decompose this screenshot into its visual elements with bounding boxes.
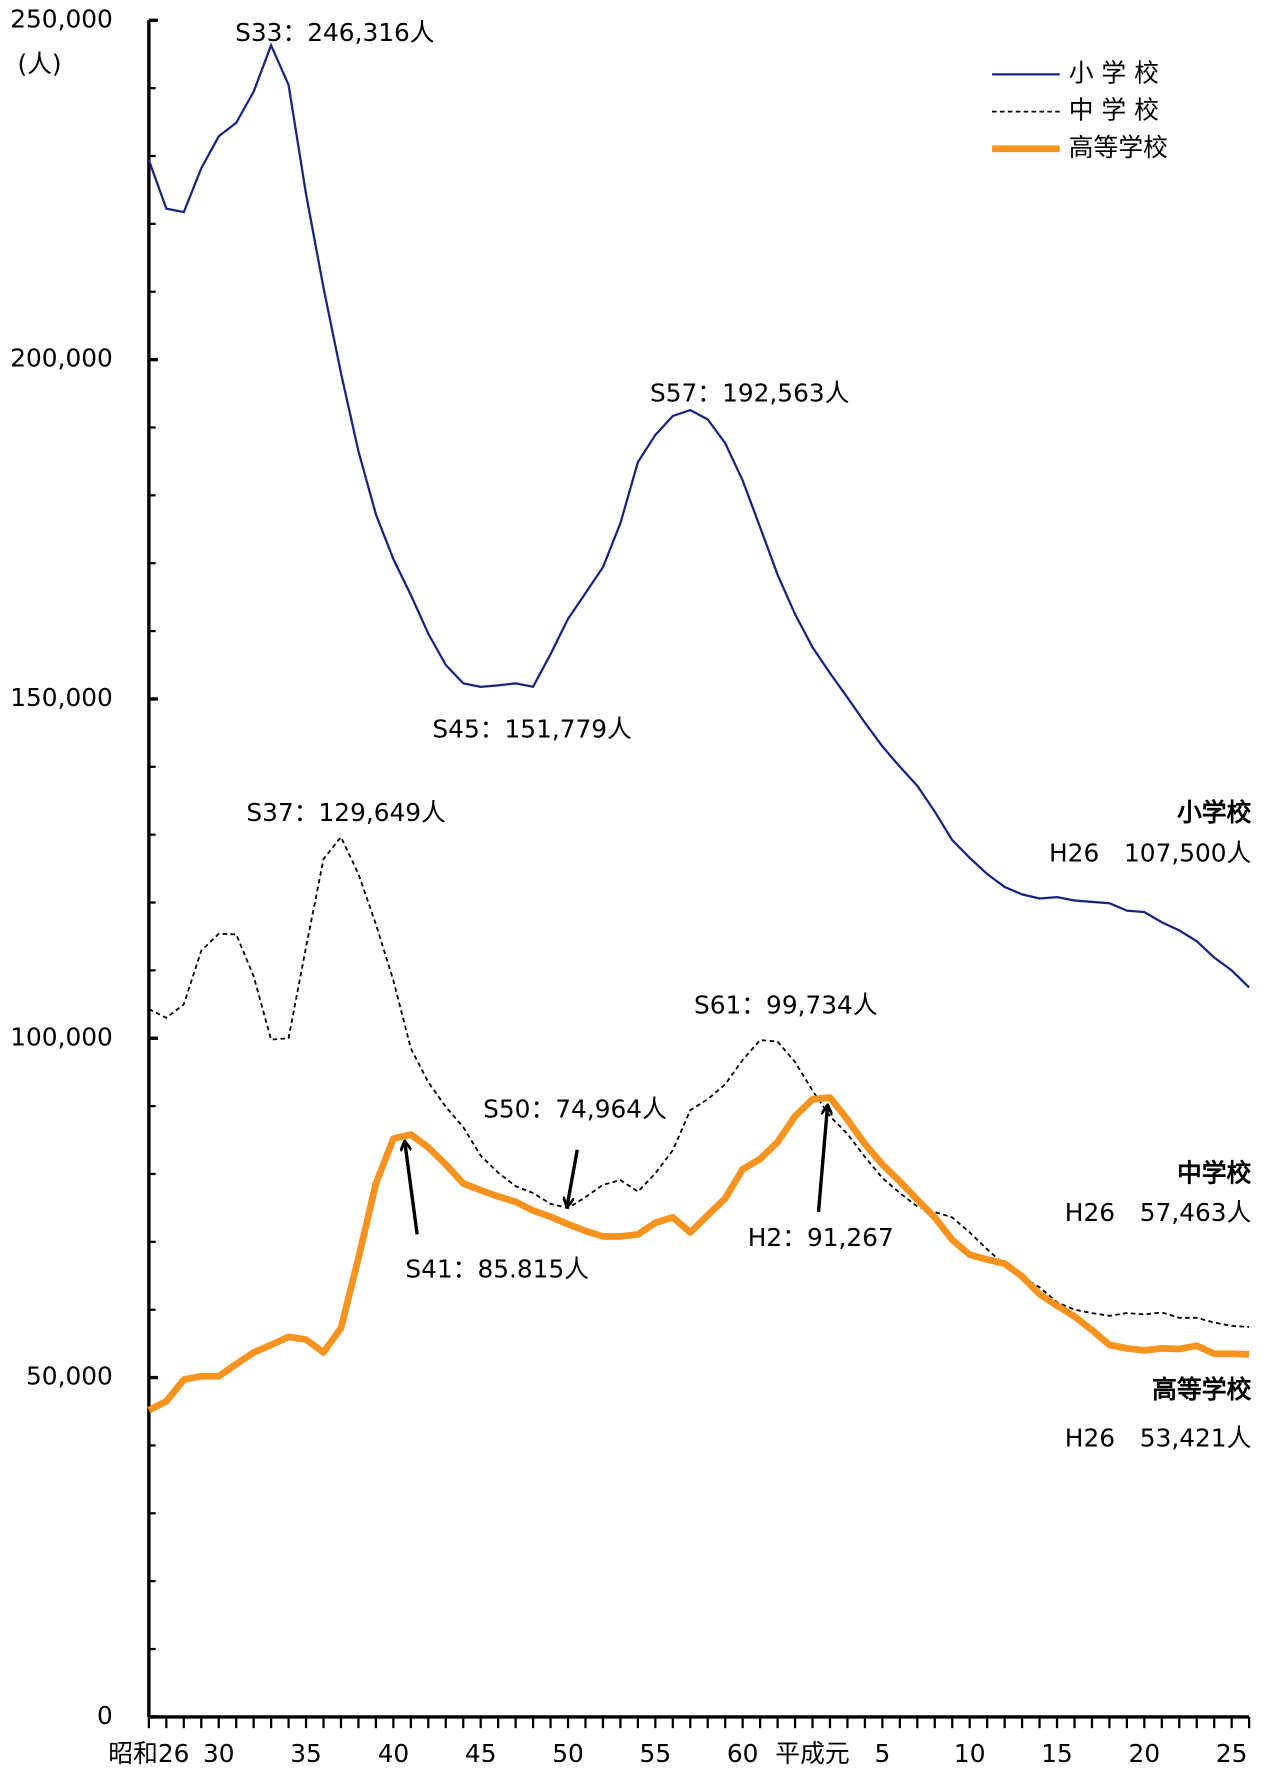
annotation: S41：85.815人 [405, 1254, 589, 1283]
x-tick-label: 35 [290, 1739, 322, 1768]
x-tick-label: 15 [1041, 1739, 1073, 1768]
series-line [148, 835, 1250, 1328]
annotation: H2：91,267 [748, 1223, 894, 1252]
x-tick-label: 45 [465, 1739, 497, 1768]
x-tick-label: 5 [874, 1739, 890, 1768]
annotation: H26 57,463人 [1065, 1198, 1252, 1227]
x-tick-label: 60 [727, 1739, 759, 1768]
annotation: S57：192,563人 [650, 379, 849, 408]
x-tick-label: 40 [378, 1739, 410, 1768]
legend-label: 小 学 校 [1069, 58, 1159, 87]
y-tick-label: 250,000 [10, 4, 113, 33]
x-tick-label: 25 [1216, 1739, 1248, 1768]
series-line [147, 42, 1250, 989]
y-tick-label: 150,000 [10, 683, 113, 712]
x-tick-label: 20 [1129, 1739, 1161, 1768]
y-tick-label: 50,000 [26, 1362, 113, 1391]
annotation: 小学校 [1177, 798, 1252, 827]
x-tick-label: 50 [552, 1739, 584, 1768]
x-tick-label: 10 [954, 1739, 986, 1768]
annotation: 高等学校 [1152, 1375, 1251, 1404]
annotation: S33：246,316人 [235, 18, 434, 47]
annotation: S61：99,734人 [694, 991, 878, 1020]
arrow [816, 1106, 827, 1212]
x-tick-label: 55 [640, 1739, 672, 1768]
annotation: S37：129,649人 [246, 798, 445, 827]
x-tick-label: 昭和26 [108, 1739, 189, 1768]
annotation: H26 107,500人 [1049, 838, 1251, 867]
legend-label: 中 学 校 [1069, 96, 1159, 125]
legend-label: 高等学校 [1069, 133, 1168, 162]
annotation: 中学校 [1177, 1159, 1252, 1188]
y-tick-label: 200,000 [10, 344, 113, 373]
arrows [405, 1106, 828, 1235]
y-axis-label: (人) [17, 49, 61, 78]
annotation: S45：151,779人 [432, 714, 631, 743]
x-tick-label: 30 [203, 1739, 235, 1768]
arrow [405, 1142, 419, 1235]
annotation: H26 53,421人 [1065, 1424, 1252, 1453]
y-tick-label: 100,000 [10, 1022, 113, 1051]
series-line [147, 1094, 1250, 1414]
arrow [567, 1149, 579, 1206]
x-tick-label: 平成元 [775, 1739, 849, 1768]
annotation: S50：74,964人 [483, 1094, 667, 1123]
y-tick-label: 0 [97, 1701, 113, 1730]
